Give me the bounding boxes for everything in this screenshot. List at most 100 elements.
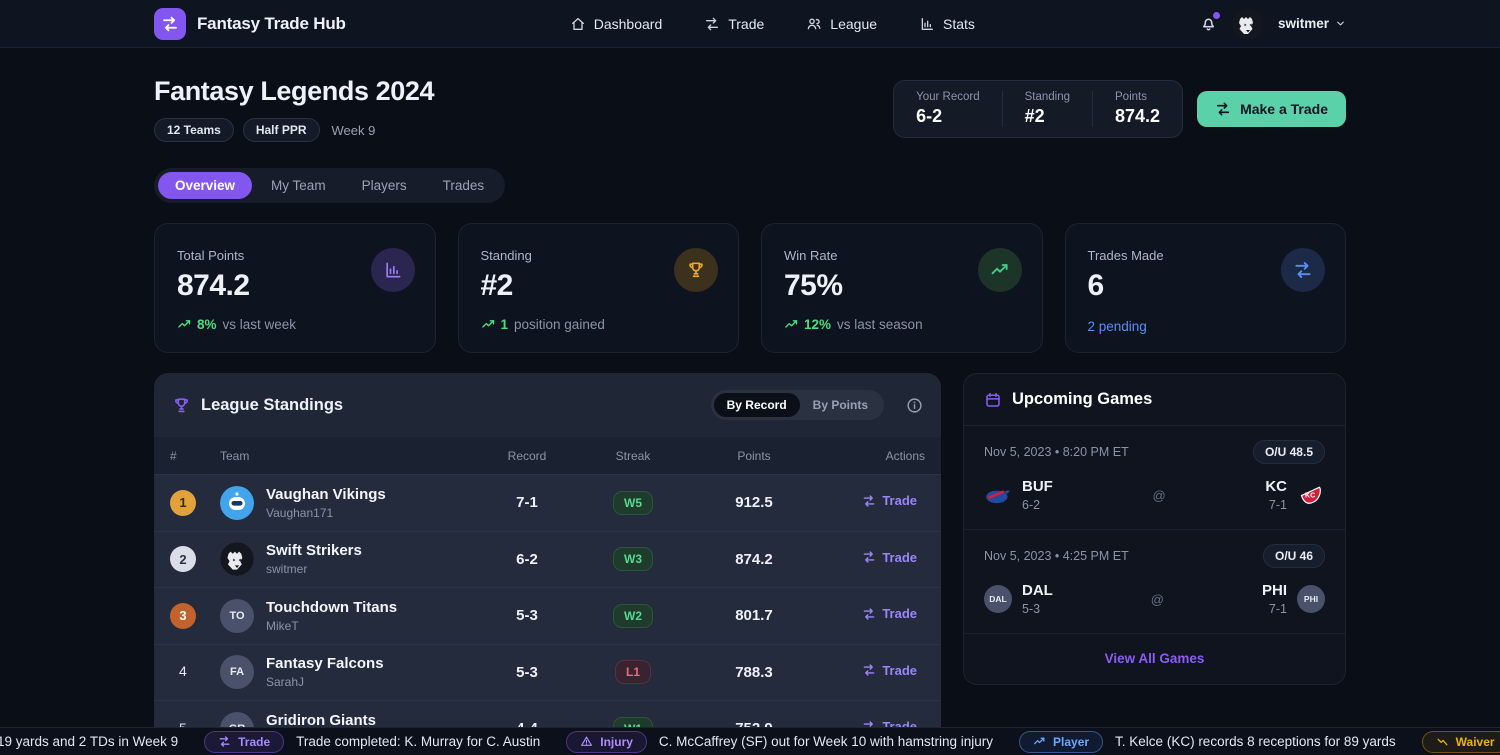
home-icon bbox=[570, 16, 586, 32]
pending-trades-label: 2 pending bbox=[1087, 319, 1147, 334]
user-menu[interactable]: switmer bbox=[1278, 16, 1346, 31]
view-tabs: Overview My Team Players Trades bbox=[154, 168, 506, 203]
league-standings-panel: League Standings By Record By Points # T… bbox=[154, 373, 941, 755]
team-name: Gridiron Giants bbox=[266, 711, 377, 729]
ticker-item: Injury C. McCaffrey (SF) out for Week 10… bbox=[566, 730, 993, 753]
tab-overview[interactable]: Overview bbox=[158, 172, 253, 199]
calendar-icon bbox=[984, 391, 1002, 409]
brand[interactable]: Fantasy Trade Hub bbox=[154, 7, 346, 40]
trade-button[interactable]: Trade bbox=[862, 663, 925, 678]
nav-item-stats[interactable]: Stats bbox=[919, 16, 975, 32]
stat-card-standing: Standing #2 1 position gained bbox=[457, 223, 739, 353]
game-datetime: Nov 5, 2023 • 4:25 PM ET bbox=[984, 549, 1129, 563]
table-row: 3 TO Touchdown Titans MikeT 5-3 W2 801.7… bbox=[154, 587, 941, 644]
initials-avatar: TO bbox=[220, 598, 254, 633]
trophy-icon bbox=[674, 248, 718, 292]
bell-icon bbox=[1199, 14, 1218, 33]
trending-down-icon bbox=[1436, 735, 1449, 748]
toggle-by-record[interactable]: By Record bbox=[713, 393, 800, 417]
points-value: 912.5 bbox=[735, 494, 773, 512]
stat-card-total-points: Total Points 874.2 8% vs last week bbox=[154, 223, 436, 353]
team-owner: MikeT bbox=[266, 618, 299, 633]
over-under-badge: O/U 46 bbox=[1262, 544, 1325, 568]
bills-logo bbox=[984, 481, 1012, 509]
trade-button[interactable]: Trade bbox=[862, 606, 925, 621]
standings-sort-toggle: By Record By Points bbox=[710, 390, 884, 420]
injury-badge: Injury bbox=[566, 730, 647, 753]
app-title: Fantasy Trade Hub bbox=[197, 13, 346, 33]
home-team-record: 7-1 bbox=[1268, 602, 1287, 616]
initials-avatar: FA bbox=[220, 655, 254, 690]
record-value: 6-2 bbox=[516, 550, 538, 568]
summary-points: Points 874.2 bbox=[1092, 91, 1182, 127]
summary-your-record: Your Record 6-2 bbox=[916, 91, 980, 126]
points-value: 874.2 bbox=[735, 550, 773, 568]
toggle-by-points[interactable]: By Points bbox=[812, 398, 868, 412]
page-title: Fantasy Legends 2024 bbox=[154, 76, 435, 106]
league-badges: 12 Teams Half PPR Week 9 bbox=[154, 118, 434, 142]
nav-item-trade[interactable]: Trade bbox=[704, 16, 764, 32]
notifications-button[interactable] bbox=[1199, 12, 1220, 33]
game-row: Nov 5, 2023 • 4:25 PM ET O/U 46 DAL DAL … bbox=[964, 530, 1345, 634]
nav-item-dashboard[interactable]: Dashboard bbox=[570, 16, 662, 32]
bar-chart-icon bbox=[370, 248, 415, 292]
info-icon[interactable] bbox=[906, 397, 923, 414]
record-value: 5-3 bbox=[516, 663, 538, 681]
swap-icon bbox=[862, 550, 876, 564]
upcoming-games-title: Upcoming Games bbox=[1012, 390, 1153, 408]
home-team-record: 7-1 bbox=[1268, 498, 1287, 512]
record-summary-card: Your Record 6-2 Standing #2 Points 874.2 bbox=[893, 80, 1184, 138]
page-header: Fantasy Legends 2024 12 Teams Half PPR W… bbox=[154, 76, 1346, 142]
away-team-record: 5-3 bbox=[1022, 602, 1041, 616]
view-all-games-link[interactable]: View All Games bbox=[1104, 651, 1205, 666]
ticker-item: Trade Trade completed: K. Murray for C. … bbox=[204, 730, 540, 753]
trending-up-icon bbox=[1033, 735, 1046, 748]
trending-up-icon bbox=[177, 317, 192, 332]
points-value: 788.3 bbox=[735, 663, 773, 681]
table-row: 2 Swift Strikers switmer 6-2 W3 874.2 Tr… bbox=[154, 530, 941, 587]
away-team-abbr: BUF bbox=[1022, 478, 1053, 495]
app-logo-icon bbox=[154, 7, 186, 40]
standings-column-headers: # Team Record Streak Points Actions bbox=[154, 437, 941, 474]
make-a-trade-button[interactable]: Make a Trade bbox=[1197, 91, 1346, 127]
tab-players[interactable]: Players bbox=[361, 178, 407, 193]
ticker-item: 19 yards and 2 TDs in Week 9 bbox=[0, 734, 179, 749]
news-ticker: 19 yards and 2 TDs in Week 9 Trade Trade… bbox=[0, 727, 1500, 755]
tab-my-team[interactable]: My Team bbox=[271, 178, 326, 193]
user-avatar[interactable] bbox=[1231, 7, 1264, 40]
upcoming-games-panel: Upcoming Games Nov 5, 2023 • 8:20 PM ET … bbox=[963, 373, 1346, 685]
streak-badge: W2 bbox=[613, 603, 653, 628]
teams-badge: 12 Teams bbox=[154, 118, 234, 142]
team-name: Touchdown Titans bbox=[266, 598, 398, 616]
points-value: 801.7 bbox=[735, 607, 773, 625]
home-team-abbr: KC bbox=[1265, 478, 1287, 495]
swap-icon bbox=[862, 494, 876, 508]
table-row: 4 FA Fantasy Falcons SarahJ 5-3 L1 788.3… bbox=[154, 643, 941, 700]
over-under-badge: O/U 48.5 bbox=[1252, 440, 1325, 464]
streak-badge: W3 bbox=[613, 547, 653, 572]
swap-icon bbox=[1215, 101, 1231, 117]
swap-icon bbox=[704, 16, 720, 32]
trade-button[interactable]: Trade bbox=[862, 493, 925, 508]
table-row: 1 Vaughan Vikings Vaughan171 7-1 W5 912.… bbox=[154, 474, 941, 531]
trade-button[interactable]: Trade bbox=[862, 550, 925, 565]
trending-up-icon bbox=[977, 248, 1022, 292]
rank-label: 4 bbox=[179, 663, 187, 680]
chevron-down-icon bbox=[1335, 18, 1346, 29]
users-icon bbox=[806, 16, 822, 32]
tab-trades[interactable]: Trades bbox=[442, 178, 485, 193]
nav-item-league[interactable]: League bbox=[806, 16, 877, 32]
team-name: Vaughan Vikings bbox=[266, 485, 386, 503]
streak-badge: W5 bbox=[613, 490, 653, 515]
bar-chart-icon bbox=[919, 16, 935, 32]
stat-cards: Total Points 874.2 8% vs last week Stand… bbox=[154, 223, 1346, 353]
home-team-abbr: PHI bbox=[1261, 582, 1287, 599]
away-team-record: 6-2 bbox=[1022, 498, 1041, 512]
record-value: 5-3 bbox=[516, 607, 538, 625]
stat-card-trades-made: Trades Made 6 2 pending bbox=[1064, 223, 1346, 353]
streak-badge: L1 bbox=[614, 660, 651, 685]
ticker-item: Waiver D. Hopkins claimed off waivers bbox=[1421, 730, 1500, 753]
summary-standing: Standing #2 bbox=[1001, 91, 1092, 127]
warning-icon bbox=[580, 735, 593, 748]
ticker-item: Player T. Kelce (KC) records 8 reception… bbox=[1019, 730, 1396, 753]
